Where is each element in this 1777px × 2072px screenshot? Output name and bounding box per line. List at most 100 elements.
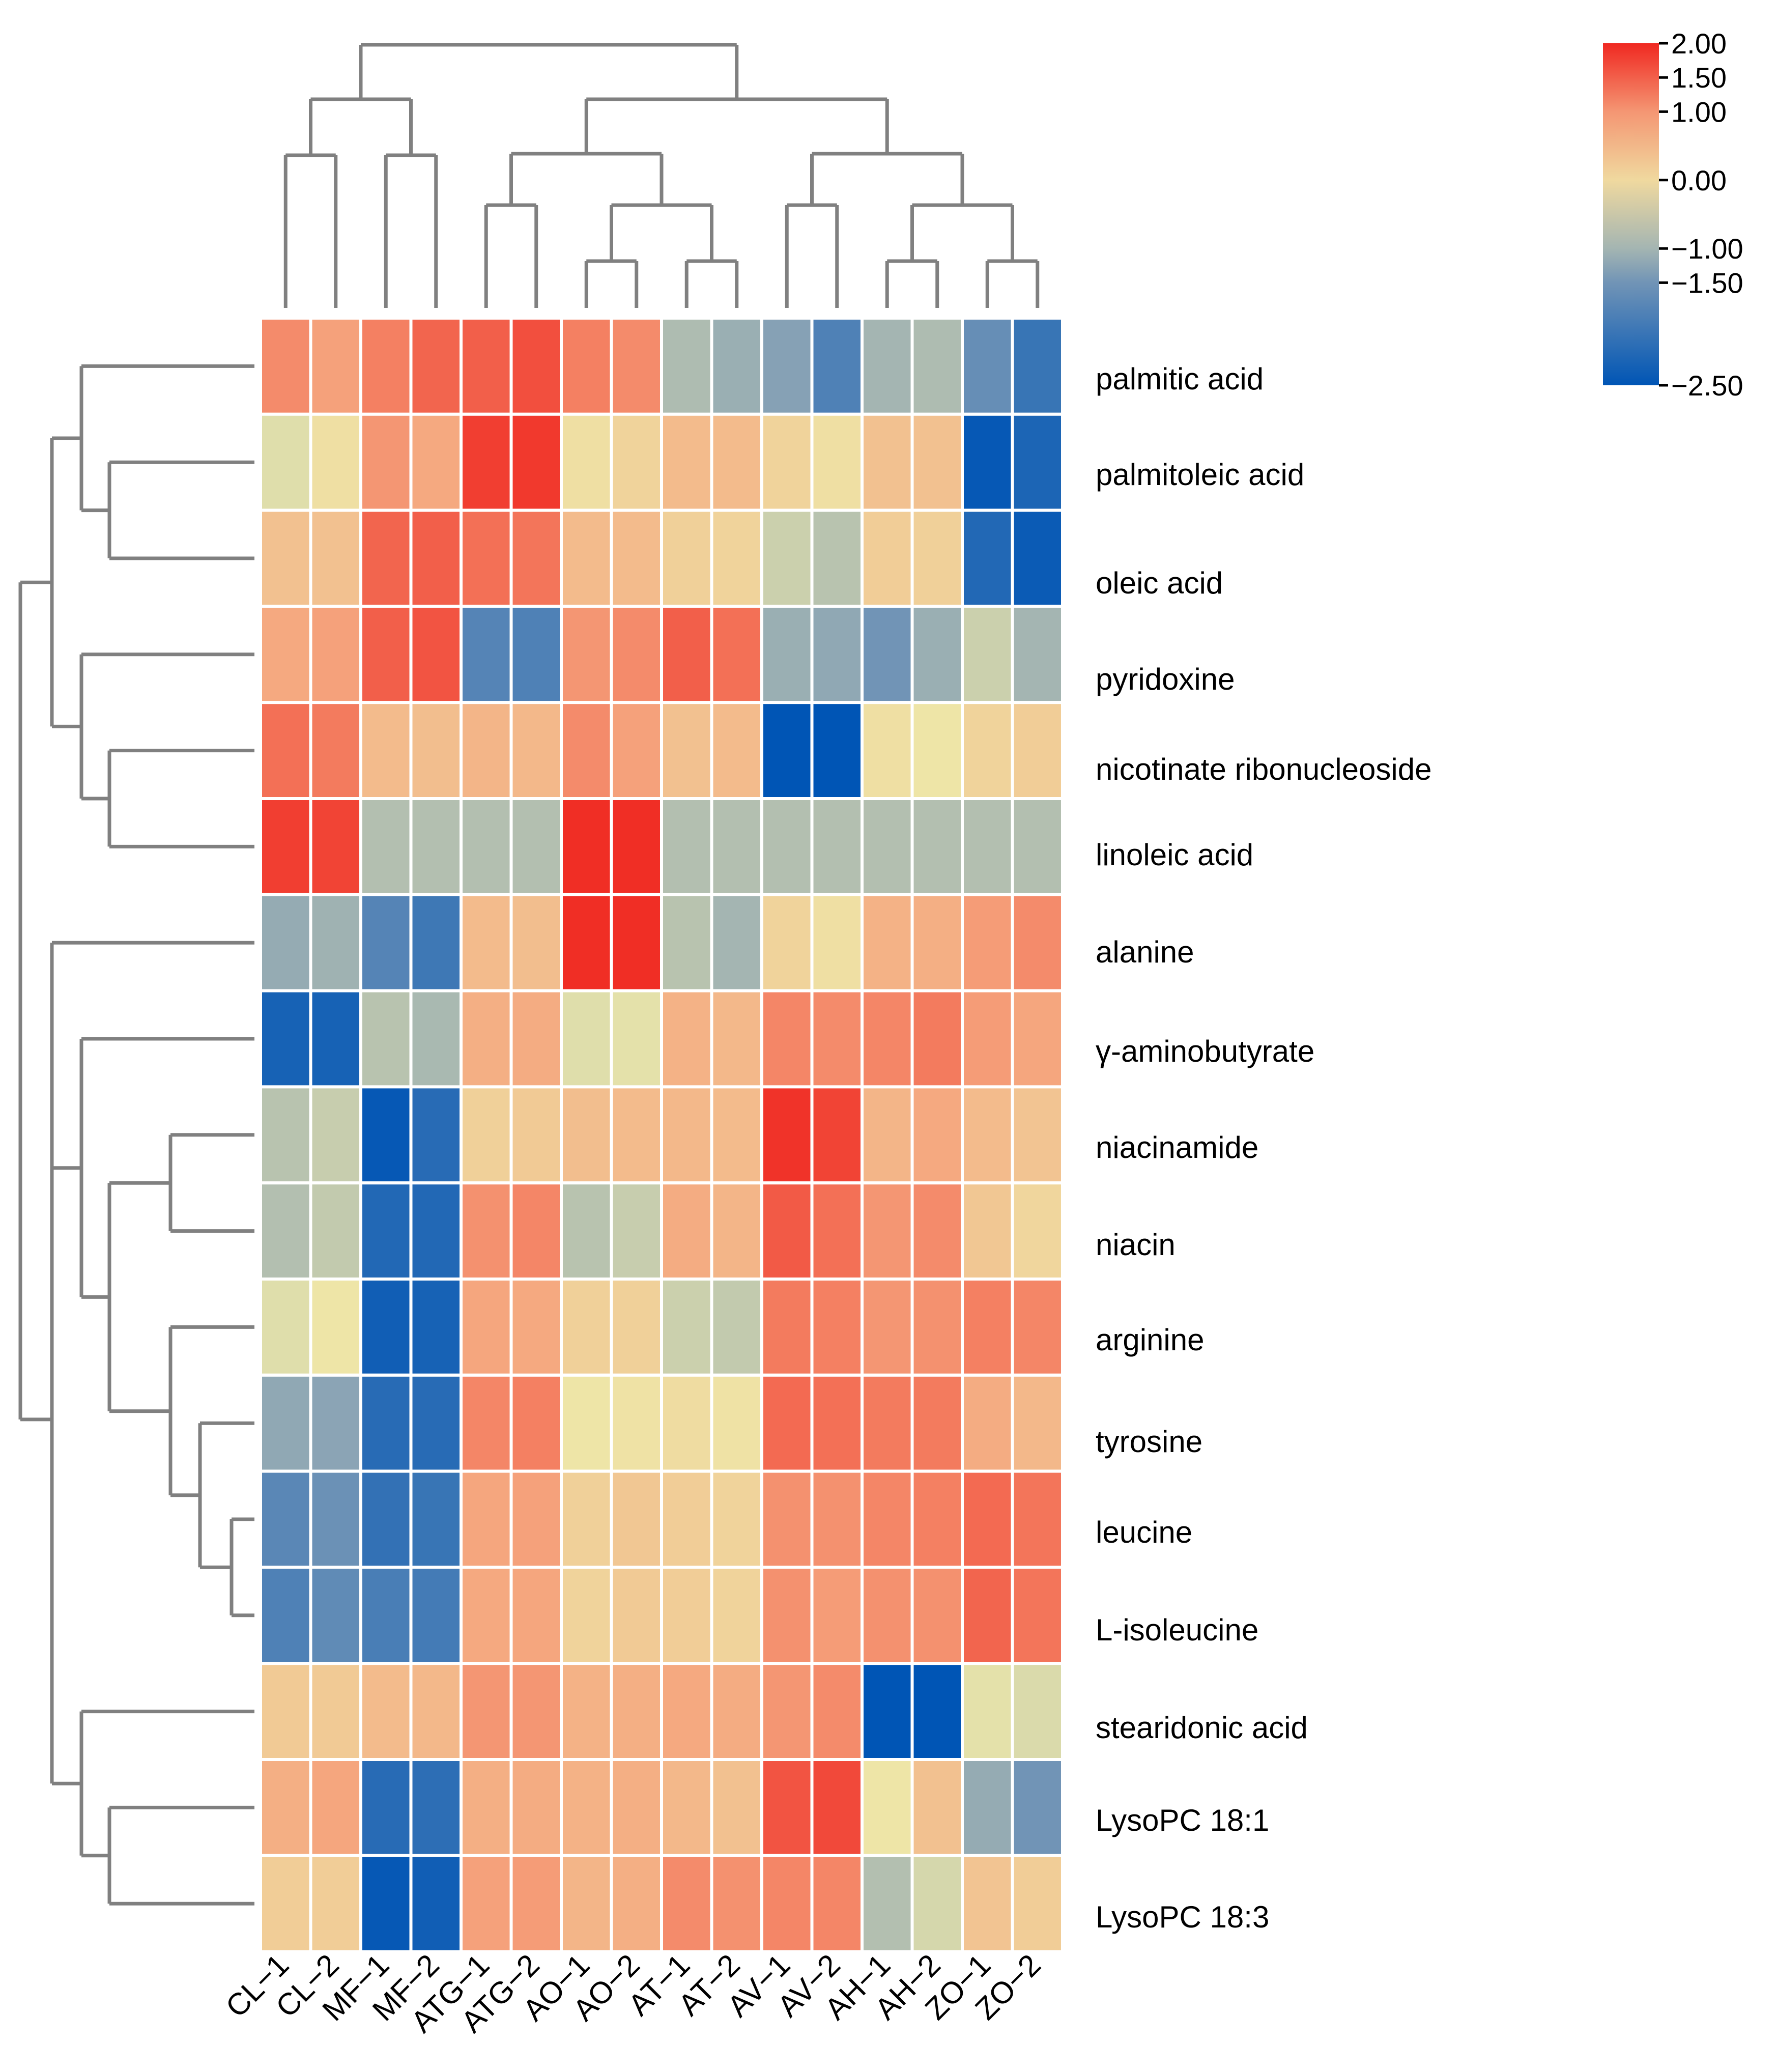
heatmap-cell [760, 1278, 814, 1377]
heatmap-cell [259, 1373, 312, 1473]
heatmap-cell [810, 1373, 864, 1473]
column-dendrogram [283, 43, 1040, 308]
heatmap-cell [910, 508, 964, 608]
heatmap-cell [259, 1278, 312, 1377]
heatmap-cell [1011, 1181, 1064, 1281]
heatmap-cell [861, 1662, 914, 1761]
heatmap-cell [259, 1854, 312, 1953]
heatmap-cell [961, 1854, 1014, 1953]
heatmap-cell [409, 412, 463, 512]
heatmap-cell [259, 893, 312, 992]
heatmap-cell [810, 1758, 864, 1857]
heatmap-cell [810, 701, 864, 800]
heatmap-cell [309, 412, 362, 512]
heatmap-cell [760, 701, 814, 800]
heatmap-cell [1011, 893, 1064, 992]
heatmap-cell [660, 1181, 713, 1281]
heatmap-cell [460, 1469, 513, 1569]
colorbar-tick-label: −1.00 [1671, 233, 1743, 265]
heatmap-cell [560, 317, 613, 416]
heatmap-cell [961, 1758, 1014, 1857]
heatmap-cell [1011, 317, 1064, 416]
heatmap-cell [961, 1469, 1014, 1569]
heatmap-cell [760, 1758, 814, 1857]
heatmap-cell [961, 1085, 1014, 1185]
heatmap-cell [710, 1373, 763, 1473]
row-label: LysoPC 18:3 [1096, 1900, 1269, 1934]
heatmap-cell [259, 317, 312, 416]
heatmap-cell [861, 1181, 914, 1281]
heatmap-cell [810, 1181, 864, 1281]
heatmap-cell [660, 989, 713, 1089]
heatmap-cell [560, 1854, 613, 1953]
heatmap-cell [861, 1469, 914, 1569]
heatmap-cell [409, 1469, 463, 1569]
heatmap-cell [259, 1085, 312, 1185]
row-label: arginine [1096, 1323, 1205, 1357]
heatmap-cell [359, 317, 413, 416]
heatmap-cell [710, 1278, 763, 1377]
heatmap-cell [910, 1085, 964, 1185]
heatmap-cell [961, 701, 1014, 800]
row-label: palmitoleic acid [1096, 458, 1304, 492]
heatmap-cell [309, 1373, 362, 1473]
heatmap-cell [460, 1181, 513, 1281]
heatmap-cell [660, 317, 713, 416]
colorbar-tick-label: 0.00 [1671, 164, 1727, 196]
heatmap-cell [760, 1854, 814, 1953]
row-label: niacinamide [1096, 1130, 1258, 1165]
heatmap-cell [810, 1085, 864, 1185]
heatmap-cell [861, 893, 914, 992]
heatmap-cell [560, 412, 613, 512]
heatmap-cell [910, 605, 964, 704]
heatmap-cell [810, 797, 864, 896]
heatmap-cell [810, 508, 864, 608]
row-label: palmitic acid [1096, 362, 1264, 396]
colorbar-tick-label: −2.50 [1671, 370, 1743, 402]
heatmap-cell [560, 1469, 613, 1569]
heatmap-cell [259, 605, 312, 704]
heatmap-cell [259, 989, 312, 1089]
heatmap-cell [861, 1758, 914, 1857]
heatmap-cell [509, 1278, 563, 1377]
heatmap-cell [309, 1854, 362, 1953]
heatmap-cell [309, 701, 362, 800]
heatmap-cell [359, 508, 413, 608]
heatmap-cell [359, 1566, 413, 1665]
heatmap-cell [861, 1854, 914, 1953]
heatmap-cell [409, 701, 463, 800]
heatmap-cell [359, 1662, 413, 1761]
heatmap-cell [1011, 1854, 1064, 1953]
heatmap-cell [1011, 1278, 1064, 1377]
heatmap-cell [409, 893, 463, 992]
heatmap-cell [509, 508, 563, 608]
heatmap-cell [660, 1278, 713, 1377]
heatmap-cell [359, 1278, 413, 1377]
heatmap-cell [259, 1181, 312, 1281]
heatmap-cell [861, 317, 914, 416]
heatmap-cell [760, 1566, 814, 1665]
heatmap-cell [409, 1085, 463, 1185]
heatmap-cell [560, 1181, 613, 1281]
row-label: oleic acid [1096, 566, 1223, 600]
heatmap-cell [309, 1469, 362, 1569]
heatmap-cell [760, 412, 814, 512]
heatmap-cell [710, 605, 763, 704]
heatmap-cell [710, 1181, 763, 1281]
heatmap-cell [660, 1373, 713, 1473]
heatmap-cell [509, 1566, 563, 1665]
heatmap-cell [861, 508, 914, 608]
heatmap-cell [1011, 508, 1064, 608]
heatmap-cell [409, 605, 463, 704]
heatmap-cell [710, 1469, 763, 1569]
heatmap-cell [710, 1085, 763, 1185]
heatmap-cell [961, 1566, 1014, 1665]
heatmap-cell [660, 1085, 713, 1185]
heatmap-cell [610, 893, 663, 992]
heatmap-cell [710, 797, 763, 896]
heatmap-cell [309, 317, 362, 416]
heatmap-cell [961, 508, 1014, 608]
heatmap-cell [610, 412, 663, 512]
heatmap-cell [560, 701, 613, 800]
heatmap-cell [810, 605, 864, 704]
